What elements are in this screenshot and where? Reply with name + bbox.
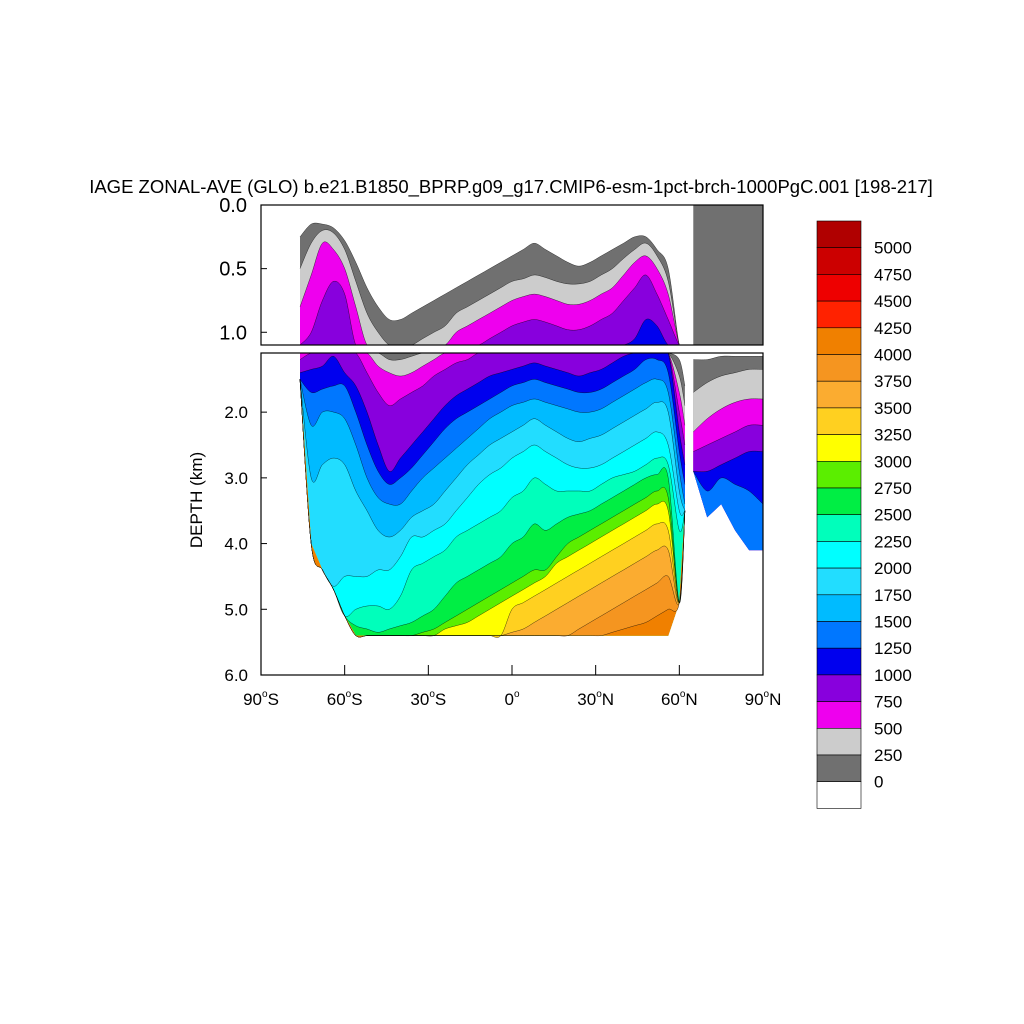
colorbar-box [816, 514, 862, 542]
colorbar-box [816, 621, 862, 649]
colorbar-label: 500 [874, 719, 902, 738]
colorbar-box [816, 594, 862, 622]
arctic-contour-0 [693, 355, 763, 361]
colorbar-label: 2250 [874, 532, 912, 551]
colorbar-box [816, 541, 862, 569]
age-band-750 [300, 274, 685, 345]
arctic-basin [693, 355, 763, 551]
contour-line-500 [299, 241, 686, 345]
lower-y-tick-label: 4.0 [224, 535, 248, 554]
contour-line-250 [299, 229, 686, 345]
arctic-contour-2 [693, 398, 763, 433]
upper-y-tick-label: 0.5 [219, 259, 247, 281]
colorbar-label: 2500 [874, 506, 912, 525]
colorbar-box [816, 434, 862, 462]
colorbar-box [816, 327, 862, 355]
colorbar-label: 5000 [874, 239, 912, 258]
x-tick-label: 60oS [327, 689, 363, 709]
arctic-contour-1 [693, 368, 763, 393]
contour-line-1000 [299, 353, 686, 472]
contour-line-1250 [299, 357, 686, 485]
contour-line-1750 [299, 379, 686, 538]
colorbar-box [816, 354, 862, 382]
age-band-1000 [300, 318, 685, 345]
colorbar-label: 4750 [874, 265, 912, 284]
colorbar-box [816, 727, 862, 756]
arctic-contour-3 [693, 424, 763, 452]
colorbar-box [816, 247, 862, 275]
colorbar-label: 3500 [874, 399, 912, 418]
contour-line-1500 [299, 378, 686, 506]
x-tick-label: 90oS [243, 689, 279, 709]
axes: 0.0 0.5 1.0 2.0 3.0 4.0 5.0 6.0 90oS 60oS 30oS 0o 30… [219, 195, 781, 709]
colorbar-label: 250 [874, 746, 902, 765]
colorbar-box [816, 701, 862, 729]
arctic-contour-4 [693, 450, 763, 473]
contour-line-4000 [299, 379, 686, 638]
x-tick-label: 30oN [577, 689, 614, 709]
colorbar-label: 2750 [874, 479, 912, 498]
colorbar-box [816, 487, 862, 516]
colorbar-label: 4000 [874, 346, 912, 365]
colorbar-label: 0 [874, 773, 883, 792]
arctic-band-5 [693, 471, 763, 551]
colorbar-box [816, 674, 862, 702]
upper-panel-contours [299, 222, 686, 345]
colorbar-label: 1750 [874, 586, 912, 605]
lower-panel-contours [299, 353, 686, 638]
x-tick-label: 30oS [410, 689, 446, 709]
colorbar-box [816, 220, 862, 249]
colorbar-box [816, 567, 862, 596]
upper-y-tick-label: 0.0 [219, 195, 247, 217]
age-band-3750 [300, 379, 685, 638]
upper-y-tick-label: 1.0 [219, 322, 247, 344]
colorbar-box [816, 781, 862, 809]
lower-y-tick-label: 2.0 [224, 403, 248, 422]
colorbar-label: 3000 [874, 452, 912, 471]
arctic-contour-5 [693, 471, 763, 505]
colorbar-label: 4250 [874, 319, 912, 338]
colorbar-box [816, 380, 862, 409]
chart-title: IAGE ZONAL-AVE (GLO) b.e21.B1850_BPRP.g0… [89, 176, 933, 198]
colorbar-label: 2000 [874, 559, 912, 578]
lower-y-tick-label: 3.0 [224, 469, 248, 488]
contour-line-2000 [299, 379, 686, 587]
x-tick-label: 60oN [661, 689, 698, 709]
colorbar-legend: 5000475045004250400037503500325030002750… [816, 220, 912, 809]
colorbar-label: 4500 [874, 292, 912, 311]
upper-panel-frame [260, 204, 764, 346]
contour-line-2500 [299, 379, 686, 633]
colorbar-label: 750 [874, 693, 902, 712]
colorbar-box [816, 460, 862, 489]
x-tick-label: 90oN [745, 689, 782, 709]
colorbar-label: 1500 [874, 613, 912, 632]
colorbar-label: 1000 [874, 666, 912, 685]
lower-y-tick-label: 6.0 [224, 666, 248, 685]
contour-plot-area [299, 205, 763, 675]
colorbar-box [816, 647, 862, 676]
colorbar-box [816, 300, 862, 329]
colorbar-label: 3250 [874, 426, 912, 445]
colorbar-box [816, 274, 862, 302]
contour-line-0 [299, 222, 686, 345]
contour-line-750 [299, 274, 685, 345]
colorbar-box [816, 754, 862, 783]
age-band-500 [300, 241, 685, 345]
y-axis-label: DEPTH (km) [187, 452, 206, 548]
x-tick-label: 0o [504, 689, 519, 709]
contour-line-2250 [299, 379, 686, 617]
age-band-3250 [300, 379, 685, 638]
colorbar-label: 3750 [874, 372, 912, 391]
arctic-upper [693, 205, 763, 345]
colorbar-box [816, 407, 862, 435]
contour-line-750 [299, 353, 686, 446]
lower-y-tick-label: 5.0 [224, 600, 248, 619]
colorbar-label: 1250 [874, 639, 912, 658]
